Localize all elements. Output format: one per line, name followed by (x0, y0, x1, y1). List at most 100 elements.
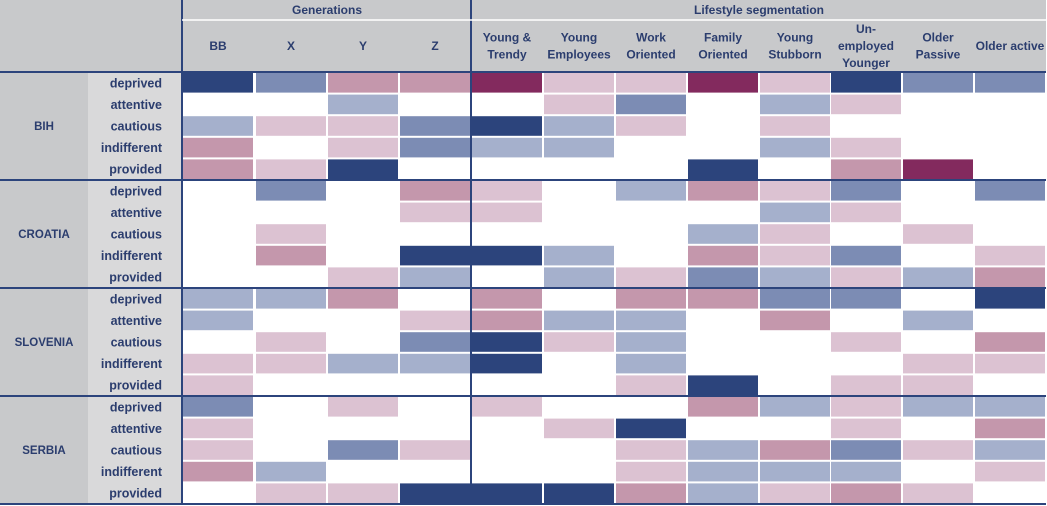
level-label-deprived: deprived (110, 400, 162, 414)
heatmap-cell-slovenia-cautious-work-oriented (616, 332, 686, 352)
heatmap-cell-croatia-attentive-young-stubborn (760, 202, 830, 223)
country-label-croatia: CROATIA (18, 229, 70, 241)
heatmap-cell-serbia-indifferent-bb (183, 461, 253, 482)
heatmap-cell-slovenia-cautious-un-employed-younger (831, 332, 901, 352)
heatmap-cell-croatia-indifferent-family-oriented (688, 245, 758, 266)
heatmap-cell-bih-indifferent-z (400, 137, 470, 158)
heatmap-cell-serbia-provided-un-employed-younger (831, 483, 901, 503)
heatmap-cell-slovenia-indifferent-older-active (975, 353, 1045, 374)
level-label-attentive: attentive (111, 422, 162, 436)
heatmap-cell-slovenia-cautious-young-employees (544, 332, 614, 352)
heatmap-cell-croatia-provided-young-employees (544, 267, 614, 287)
column-header-x: X (287, 39, 295, 53)
heatmap-cell-bih-deprived-un-employed-younger (831, 73, 901, 93)
column-header-older-passive: Older Passive (916, 31, 961, 62)
heatmap-cell-bih-deprived-x (256, 73, 326, 93)
heatmap-cell-serbia-provided-young-and-trendy (472, 483, 542, 503)
heatmap-cell-serbia-attentive-young-employees (544, 418, 614, 439)
heatmap-cell-serbia-cautious-older-passive (903, 440, 973, 460)
heatmap-cell-bih-cautious-bb (183, 116, 253, 136)
heatmap-cell-serbia-provided-work-oriented (616, 483, 686, 503)
heatmap-cell-bih-attentive-young-employees (544, 94, 614, 115)
level-label-deprived: deprived (110, 184, 162, 198)
level-label-cautious: cautious (111, 228, 162, 242)
heatmap-cell-bih-provided-older-passive (903, 159, 973, 179)
heatmap-cell-slovenia-indifferent-y (328, 353, 398, 374)
heatmap-cell-slovenia-provided-older-passive (903, 375, 973, 395)
heatmap-cell-serbia-provided-young-stubborn (760, 483, 830, 503)
heatmap-cell-slovenia-attentive-young-employees (544, 310, 614, 331)
column-header-young-employees: Young Employees (547, 31, 611, 62)
heatmap-cell-bih-provided-un-employed-younger (831, 159, 901, 179)
heatmap-cell-slovenia-indifferent-x (256, 353, 326, 374)
heatmap-cell-serbia-attentive-bb (183, 418, 253, 439)
heatmap-cell-bih-deprived-y (328, 73, 398, 93)
level-label-attentive: attentive (111, 98, 162, 112)
heatmap-cell-bih-indifferent-young-and-trendy (472, 137, 542, 158)
column-header-older-active: Older active (976, 39, 1045, 53)
header-background (0, 0, 1046, 72)
heatmap-cell-serbia-deprived-bb (183, 397, 253, 417)
heatmap-cell-bih-deprived-young-employees (544, 73, 614, 93)
heatmap-cell-serbia-cautious-bb (183, 440, 253, 460)
heatmap-cell-croatia-indifferent-x (256, 245, 326, 266)
heatmap-cell-croatia-provided-un-employed-younger (831, 267, 901, 287)
heatmap-cell-bih-deprived-z (400, 73, 470, 93)
heatmap-cell-serbia-indifferent-work-oriented (616, 461, 686, 482)
heatmap-cell-bih-deprived-work-oriented (616, 73, 686, 93)
heatmap-cell-croatia-provided-y (328, 267, 398, 287)
level-label-indifferent: indifferent (101, 249, 163, 263)
heatmap-cell-croatia-provided-older-active (975, 267, 1045, 287)
heatmap-cell-bih-indifferent-bb (183, 137, 253, 158)
heatmap-cell-bih-provided-x (256, 159, 326, 179)
level-label-cautious: cautious (111, 444, 162, 458)
level-label-cautious: cautious (111, 336, 162, 350)
heatmap-cell-slovenia-provided-family-oriented (688, 375, 758, 395)
heatmap-cell-croatia-provided-older-passive (903, 267, 973, 287)
heatmap-cell-slovenia-provided-work-oriented (616, 375, 686, 395)
heatmap-cell-slovenia-cautious-young-and-trendy (472, 332, 542, 352)
heatmap-cell-croatia-deprived-young-stubborn (760, 181, 830, 201)
heatmap-cell-bih-indifferent-young-employees (544, 137, 614, 158)
heatmap-cell-serbia-provided-y (328, 483, 398, 503)
heatmap-cell-bih-provided-family-oriented (688, 159, 758, 179)
country-label-serbia: SERBIA (22, 445, 65, 457)
heatmap-cell-slovenia-indifferent-older-passive (903, 353, 973, 374)
heatmap-cell-croatia-deprived-x (256, 181, 326, 201)
group-header-lifestyle-segmentation: Lifestyle segmentation (694, 3, 824, 17)
level-label-provided: provided (109, 271, 162, 285)
heatmap-cell-bih-cautious-work-oriented (616, 116, 686, 136)
heatmap-cell-croatia-indifferent-young-employees (544, 245, 614, 266)
heatmap-cell-serbia-cautious-young-stubborn (760, 440, 830, 460)
heatmap-cell-bih-cautious-y (328, 116, 398, 136)
heatmap-cell-croatia-indifferent-young-stubborn (760, 245, 830, 266)
heatmap-cell-croatia-provided-young-stubborn (760, 267, 830, 287)
column-header-young-and-trendy: Young & Trendy (483, 31, 532, 62)
heatmap-cell-croatia-provided-z (400, 267, 470, 287)
heatmap-cell-croatia-deprived-work-oriented (616, 181, 686, 201)
heatmap-cell-bih-cautious-x (256, 116, 326, 136)
heatmap-cell-slovenia-indifferent-work-oriented (616, 353, 686, 374)
heatmap-cell-bih-indifferent-young-stubborn (760, 137, 830, 158)
country-label-slovenia: SLOVENIA (15, 337, 74, 349)
heatmap-cell-serbia-deprived-older-passive (903, 397, 973, 417)
heatmap-cell-bih-deprived-young-stubborn (760, 73, 830, 93)
heatmap-cell-slovenia-provided-un-employed-younger (831, 375, 901, 395)
heatmap-cell-slovenia-indifferent-z (400, 353, 470, 374)
heatmap-cell-serbia-cautious-older-active (975, 440, 1045, 460)
heatmap-cell-bih-deprived-family-oriented (688, 73, 758, 93)
heatmap-cell-croatia-indifferent-young-and-trendy (472, 245, 542, 266)
column-header-bb: BB (209, 39, 227, 53)
heatmap-cell-slovenia-attentive-older-passive (903, 310, 973, 331)
heatmap-cell-serbia-provided-family-oriented (688, 483, 758, 503)
heatmap-cell-croatia-deprived-z (400, 181, 470, 201)
heatmap-cell-bih-attentive-work-oriented (616, 94, 686, 115)
heatmap-cell-croatia-deprived-un-employed-younger (831, 181, 901, 201)
heatmap-cell-serbia-deprived-young-and-trendy (472, 397, 542, 417)
heatmap-cell-serbia-deprived-young-stubborn (760, 397, 830, 417)
level-label-indifferent: indifferent (101, 465, 163, 479)
heatmap-cell-serbia-attentive-work-oriented (616, 418, 686, 439)
heatmap-cell-croatia-attentive-un-employed-younger (831, 202, 901, 223)
heatmap-cell-slovenia-attentive-work-oriented (616, 310, 686, 331)
level-label-indifferent: indifferent (101, 141, 163, 155)
